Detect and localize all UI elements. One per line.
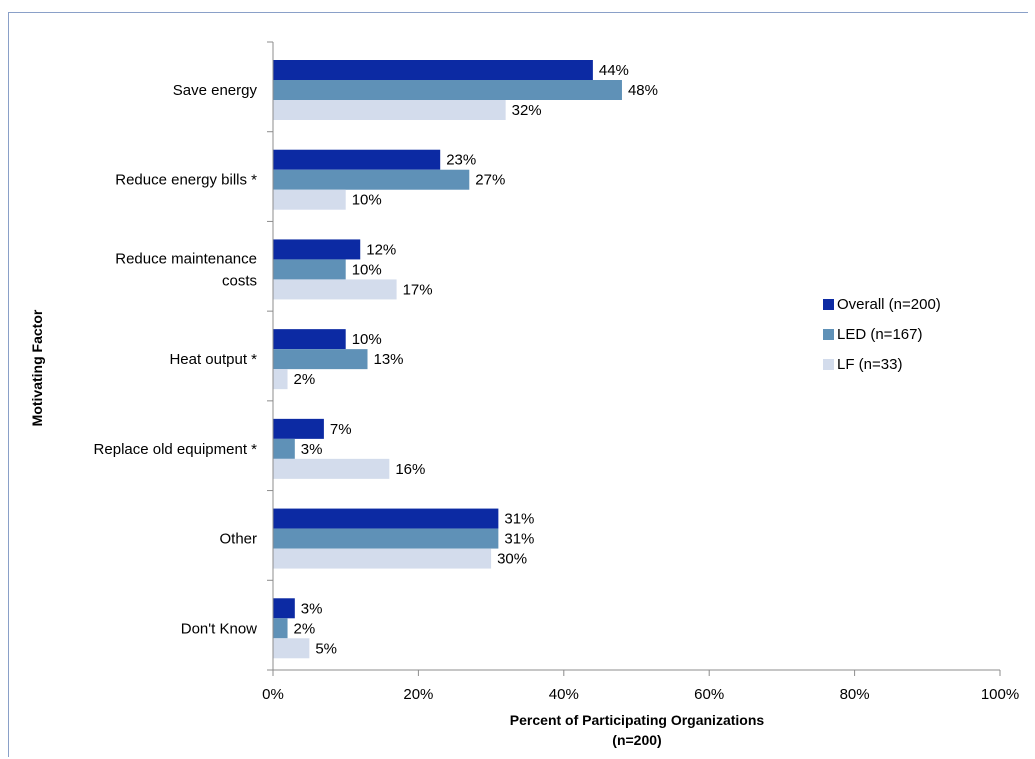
bar-0-6: [273, 598, 295, 619]
x-tick-label-1: 20%: [403, 686, 433, 703]
category-label-0: Save energy: [173, 82, 258, 99]
value-label-2-3: 2%: [294, 371, 316, 388]
bar-2-5: [273, 548, 492, 569]
chart-frame: [8, 12, 1028, 757]
value-label-1-4: 3%: [301, 441, 323, 458]
bar-1-1: [273, 169, 470, 190]
value-label-1-3: 13%: [374, 351, 404, 368]
bar-2-6: [273, 638, 310, 659]
category-label-6: Don't Know: [181, 620, 257, 637]
bar-1-2: [273, 259, 346, 280]
x-tick-label-0: 0%: [262, 686, 284, 703]
bar-0-0: [273, 60, 593, 80]
bar-1-3: [273, 349, 368, 370]
bar-1-6: [273, 618, 288, 639]
category-label-4: Replace old equipment *: [94, 441, 258, 458]
value-label-2-4: 16%: [395, 461, 425, 478]
value-label-1-6: 2%: [294, 620, 316, 637]
legend-label-0: Overall (n=200): [837, 296, 941, 313]
category-label-1: Reduce energy bills *: [115, 172, 257, 189]
value-label-2-0: 32%: [512, 102, 542, 119]
value-label-1-1: 27%: [475, 172, 505, 189]
bar-1-5: [273, 528, 499, 549]
category-label-5: Other: [219, 531, 257, 548]
x-tick-label-3: 60%: [694, 686, 724, 703]
bar-0-4: [273, 418, 324, 439]
bar-0-5: [273, 508, 499, 529]
value-label-2-6: 5%: [315, 640, 337, 657]
legend-label-2: LF (n=33): [837, 356, 902, 373]
bar-2-0: [273, 100, 506, 120]
value-label-2-5: 30%: [497, 551, 527, 568]
bar-2-2: [273, 279, 397, 300]
bar-2-4: [273, 458, 390, 479]
value-label-2-1: 10%: [352, 192, 382, 209]
y-axis-title: Motivating Factor: [29, 309, 45, 426]
value-label-0-1: 23%: [446, 152, 476, 169]
x-axis-title: Percent of Participating Organizations: [510, 712, 765, 728]
legend-swatch-2: [823, 359, 834, 370]
value-label-0-2: 12%: [366, 241, 396, 258]
value-label-1-5: 31%: [504, 531, 534, 548]
legend-swatch-1: [823, 329, 834, 340]
value-label-0-4: 7%: [330, 421, 352, 438]
bar-0-1: [273, 149, 441, 170]
category-label-2-0: Reduce maintenance: [115, 250, 257, 267]
x-tick-label-2: 40%: [549, 686, 579, 703]
value-label-1-2: 10%: [352, 261, 382, 278]
x-tick-label-4: 80%: [840, 686, 870, 703]
bar-0-2: [273, 239, 361, 260]
value-label-0-6: 3%: [301, 600, 323, 617]
bar-1-0: [273, 80, 622, 100]
category-label-2-1: costs: [222, 272, 257, 289]
value-label-0-3: 10%: [352, 331, 382, 348]
bar-2-1: [273, 189, 346, 210]
bar-0-3: [273, 329, 346, 350]
x-axis-title-line-2: (n=200): [612, 732, 661, 748]
legend-swatch-0: [823, 299, 834, 310]
value-label-2-2: 17%: [403, 281, 433, 298]
legend-label-1: LED (n=167): [837, 326, 922, 343]
bar-2-3: [273, 369, 288, 390]
value-label-0-5: 31%: [504, 511, 534, 528]
value-label-1-0: 48%: [628, 82, 658, 99]
category-label-3: Heat output *: [169, 351, 257, 368]
x-tick-label-5: 100%: [981, 686, 1019, 703]
value-label-0-0: 44%: [599, 62, 629, 79]
bar-1-4: [273, 438, 295, 459]
